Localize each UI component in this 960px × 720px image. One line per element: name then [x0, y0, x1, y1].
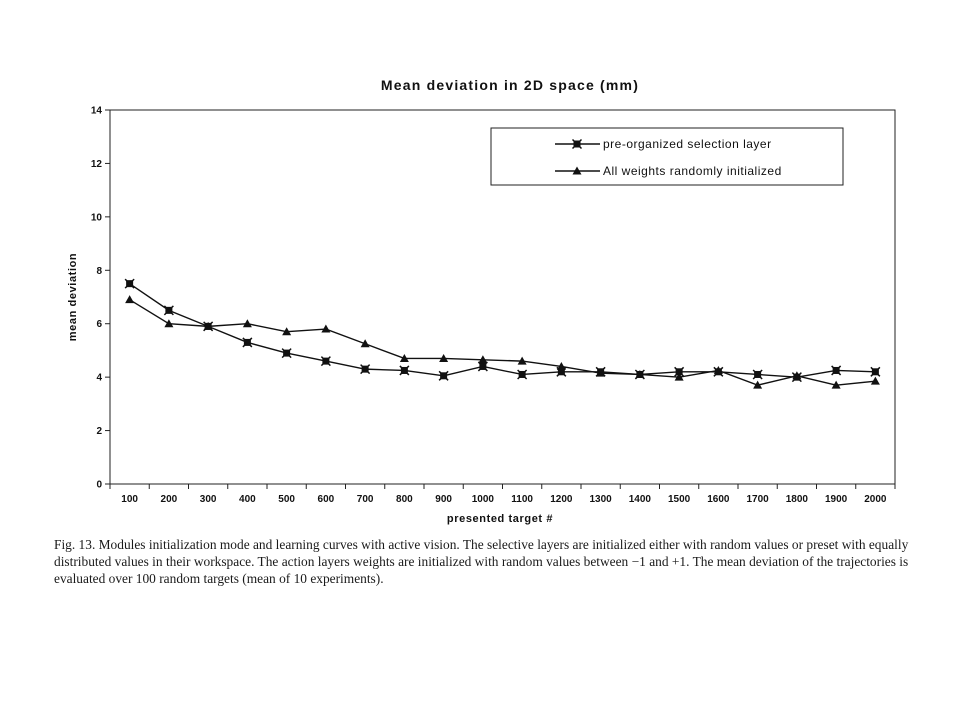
- series-line: [129, 283, 876, 378]
- data-point: [438, 370, 449, 381]
- y-tick-label: 4: [96, 373, 102, 384]
- x-tick-label: 1400: [629, 494, 652, 505]
- series-1: [124, 278, 881, 383]
- data-point: [399, 365, 410, 376]
- x-axis: 100 200 300 400 500 600 700 800 900 1000 1100 1200 1…: [109, 484, 896, 505]
- x-tick-label: 1700: [747, 494, 770, 505]
- data-point: [831, 365, 842, 376]
- data-point: [674, 372, 684, 381]
- y-tick-label: 10: [91, 212, 103, 223]
- legend-label: pre-organized selection layer: [603, 137, 772, 151]
- data-point: [517, 369, 528, 380]
- data-point: [163, 305, 174, 316]
- x-tick-label: 1000: [472, 494, 495, 505]
- y-tick-label: 2: [96, 426, 102, 437]
- data-point: [478, 355, 488, 364]
- legend-label: All weights randomly initialized: [603, 164, 782, 178]
- data-point: [399, 353, 409, 362]
- figure-caption: Fig. 13. Modules initialization mode and…: [54, 537, 909, 586]
- y-tick-label: 0: [96, 480, 102, 491]
- series-layer: [124, 278, 881, 389]
- y-tick-label: 6: [96, 319, 102, 330]
- x-tick-label: 1900: [825, 494, 848, 505]
- series-line: [129, 299, 876, 386]
- y-tick-label: 8: [96, 266, 102, 277]
- chart-title: Mean deviation in 2D space (mm): [381, 77, 639, 93]
- data-point: [596, 368, 606, 377]
- legend-entry-2: All weights randomly initialized: [555, 164, 782, 178]
- data-point: [831, 380, 841, 389]
- x-tick-label: 1500: [668, 494, 691, 505]
- x-tick-label: 300: [200, 494, 217, 505]
- data-point: [870, 366, 881, 377]
- y-tick-label: 12: [91, 159, 103, 170]
- x-tick-label: 600: [318, 494, 335, 505]
- legend-marker: [571, 138, 583, 150]
- data-point: [674, 366, 685, 377]
- x-tick-label: 1200: [550, 494, 573, 505]
- x-tick-label: 400: [239, 494, 256, 505]
- x-tick-label: 1300: [590, 494, 613, 505]
- data-point: [124, 278, 135, 289]
- series-2: [125, 295, 880, 389]
- data-point: [517, 356, 527, 365]
- data-point: [203, 321, 213, 330]
- data-point: [281, 348, 292, 359]
- data-point: [870, 376, 880, 385]
- data-point: [360, 364, 371, 375]
- x-tick-label: 100: [121, 494, 138, 505]
- x-tick-label: 200: [161, 494, 178, 505]
- legend-marker: [572, 166, 582, 175]
- x-tick-label: 500: [278, 494, 295, 505]
- legend-entry-1: pre-organized selection layer: [555, 137, 772, 151]
- data-point: [321, 324, 331, 333]
- y-tick-label: 14: [91, 106, 103, 117]
- legend-box: [490, 127, 844, 186]
- x-tick-label: 700: [357, 494, 374, 505]
- x-axis-label: presented target #: [447, 513, 553, 525]
- x-tick-label: 900: [435, 494, 452, 505]
- data-point: [242, 319, 252, 328]
- y-axis-label: mean deviation: [67, 253, 79, 341]
- data-point: [439, 353, 449, 362]
- data-point: [635, 369, 645, 378]
- x-tick-label: 1600: [707, 494, 730, 505]
- x-tick-label: 1800: [786, 494, 809, 505]
- y-axis: 0 2 4 6 8 10 12 14: [91, 106, 110, 491]
- line-chart: Mean deviation in 2D space (mm) 0 2 4 6 8 10 1…: [67, 77, 896, 525]
- data-point: [752, 369, 763, 380]
- data-point: [320, 356, 331, 367]
- data-point: [477, 361, 488, 372]
- x-tick-label: 1100: [511, 494, 533, 505]
- x-tick-label: 2000: [864, 494, 887, 505]
- data-point: [282, 327, 292, 336]
- data-point: [164, 319, 174, 328]
- legend-items: pre-organized selection layer All weights…: [555, 137, 782, 178]
- data-point: [713, 365, 723, 374]
- data-point: [360, 339, 370, 348]
- data-point: [753, 380, 763, 389]
- data-point: [556, 361, 566, 370]
- legend: pre-organized selection layer All weights…: [490, 127, 844, 186]
- data-point: [792, 371, 802, 380]
- x-tick-label: 800: [396, 494, 413, 505]
- data-point: [242, 337, 253, 348]
- data-point: [125, 295, 135, 304]
